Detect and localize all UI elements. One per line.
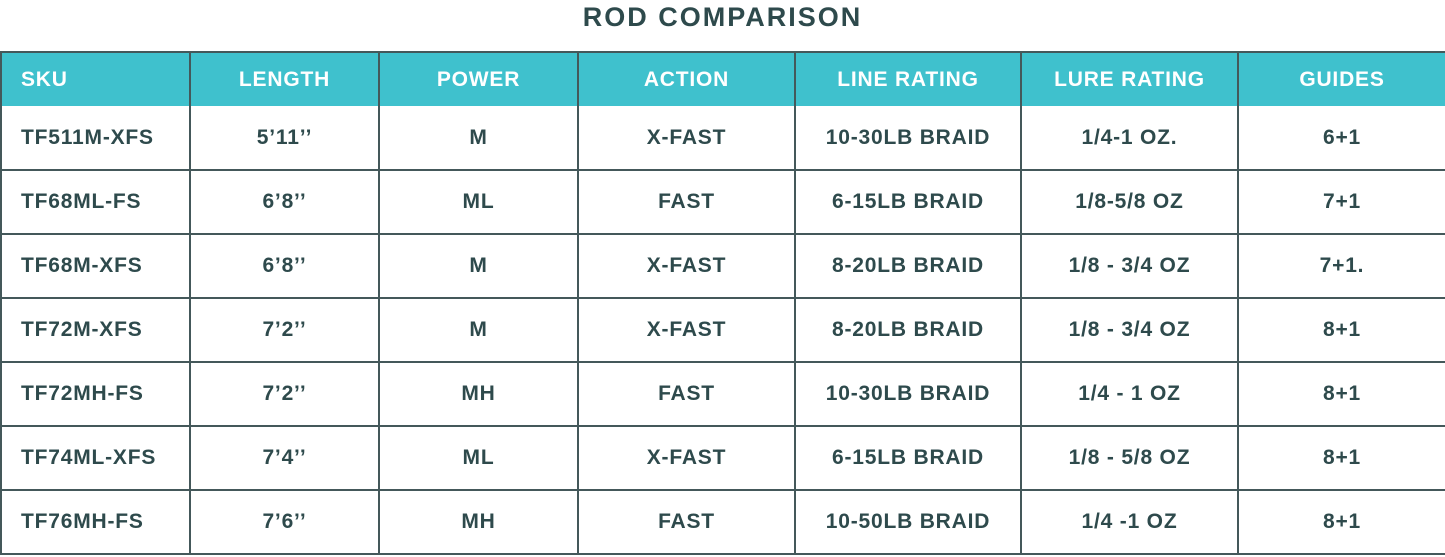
cell-action: X-FAST: [577, 297, 796, 362]
table-row: TF72M-XFS 7’2’’ M X-FAST 8-20LB BRAID 1/8 - 3…: [0, 297, 1445, 362]
cell-action: X-FAST: [577, 233, 796, 298]
cell-action: X-FAST: [577, 106, 796, 170]
column-header-line_rating: LINE RATING: [794, 52, 1022, 106]
cell-lure_rating: 1/4-1 OZ.: [1020, 106, 1239, 170]
column-header-sku: SKU: [0, 52, 191, 106]
cell-sku: TF511M-XFS: [0, 106, 191, 170]
cell-line_rating: 6-15LB BRAID: [794, 425, 1022, 490]
cell-length: 7’4’’: [189, 425, 380, 490]
cell-guides: 8+1: [1237, 297, 1445, 362]
cell-action: FAST: [577, 169, 796, 234]
cell-power: ML: [378, 425, 579, 490]
cell-lure_rating: 1/8-5/8 OZ: [1020, 169, 1239, 234]
column-header-guides: GUIDES: [1237, 52, 1445, 106]
cell-lure_rating: 1/4 - 1 OZ: [1020, 361, 1239, 426]
cell-sku: TF74ML-XFS: [0, 425, 191, 490]
cell-length: 5’11’’: [189, 106, 380, 170]
cell-sku: TF72M-XFS: [0, 297, 191, 362]
cell-lure_rating: 1/4 -1 OZ: [1020, 489, 1239, 554]
table-header-row: SKU LENGTH POWER ACTION LINE RATING LURE RATI…: [0, 52, 1445, 106]
table-row: TF72MH-FS 7’2’’ MH FAST 10-30LB BRAID 1/4 - 1…: [0, 361, 1445, 426]
rod-comparison-table: SKU LENGTH POWER ACTION LINE RATING LURE RATI…: [0, 51, 1445, 555]
column-header-length: LENGTH: [189, 52, 380, 106]
page-title: ROD COMPARISON: [582, 2, 863, 32]
table-row: TF74ML-XFS 7’4’’ ML X-FAST 6-15LB BRAID 1/8 -…: [0, 425, 1445, 490]
cell-line_rating: 6-15LB BRAID: [794, 169, 1022, 234]
cell-sku: TF72MH-FS: [0, 361, 191, 426]
cell-action: X-FAST: [577, 425, 796, 490]
cell-guides: 7+1.: [1237, 233, 1445, 298]
cell-sku: TF68ML-FS: [0, 169, 191, 234]
cell-line_rating: 8-20LB BRAID: [794, 233, 1022, 298]
header-row: SKU LENGTH POWER ACTION LINE RATING LURE RATI…: [0, 52, 1445, 106]
cell-line_rating: 10-50LB BRAID: [794, 489, 1022, 554]
cell-line_rating: 10-30LB BRAID: [794, 106, 1022, 170]
table-row: TF76MH-FS 7’6’’ MH FAST 10-50LB BRAID 1/4 -1 …: [0, 489, 1445, 554]
cell-power: MH: [378, 361, 579, 426]
cell-guides: 8+1: [1237, 361, 1445, 426]
column-header-lure_rating: LURE RATING: [1020, 52, 1239, 106]
cell-power: M: [378, 297, 579, 362]
cell-sku: TF68M-XFS: [0, 233, 191, 298]
cell-line_rating: 10-30LB BRAID: [794, 361, 1022, 426]
table-row: TF68M-XFS 6’8’’ M X-FAST 8-20LB BRAID 1/8 - 3…: [0, 233, 1445, 298]
cell-action: FAST: [577, 489, 796, 554]
cell-guides: 6+1: [1237, 106, 1445, 170]
column-header-power: POWER: [378, 52, 579, 106]
cell-power: M: [378, 233, 579, 298]
column-header-action: ACTION: [577, 52, 796, 106]
cell-length: 7’2’’: [189, 361, 380, 426]
cell-length: 6’8’’: [189, 169, 380, 234]
cell-action: FAST: [577, 361, 796, 426]
cell-lure_rating: 1/8 - 3/4 OZ: [1020, 233, 1239, 298]
cell-length: 6’8’’: [189, 233, 380, 298]
table-row: TF68ML-FS 6’8’’ ML FAST 6-15LB BRAID 1/8-5/8 …: [0, 169, 1445, 234]
cell-line_rating: 8-20LB BRAID: [794, 297, 1022, 362]
cell-lure_rating: 1/8 - 3/4 OZ: [1020, 297, 1239, 362]
cell-guides: 8+1: [1237, 489, 1445, 554]
cell-length: 7’6’’: [189, 489, 380, 554]
cell-power: ML: [378, 169, 579, 234]
cell-guides: 7+1: [1237, 169, 1445, 234]
cell-guides: 8+1: [1237, 425, 1445, 490]
cell-power: M: [378, 106, 579, 170]
cell-lure_rating: 1/8 - 5/8 OZ: [1020, 425, 1239, 490]
table-row: TF511M-XFS 5’11’’ M X-FAST 10-30LB BRAID 1/4-…: [0, 106, 1445, 170]
table-body: TF511M-XFS 5’11’’ M X-FAST 10-30LB BRAID 1/4-…: [0, 106, 1445, 554]
cell-sku: TF76MH-FS: [0, 489, 191, 554]
cell-length: 7’2’’: [189, 297, 380, 362]
cell-power: MH: [378, 489, 579, 554]
